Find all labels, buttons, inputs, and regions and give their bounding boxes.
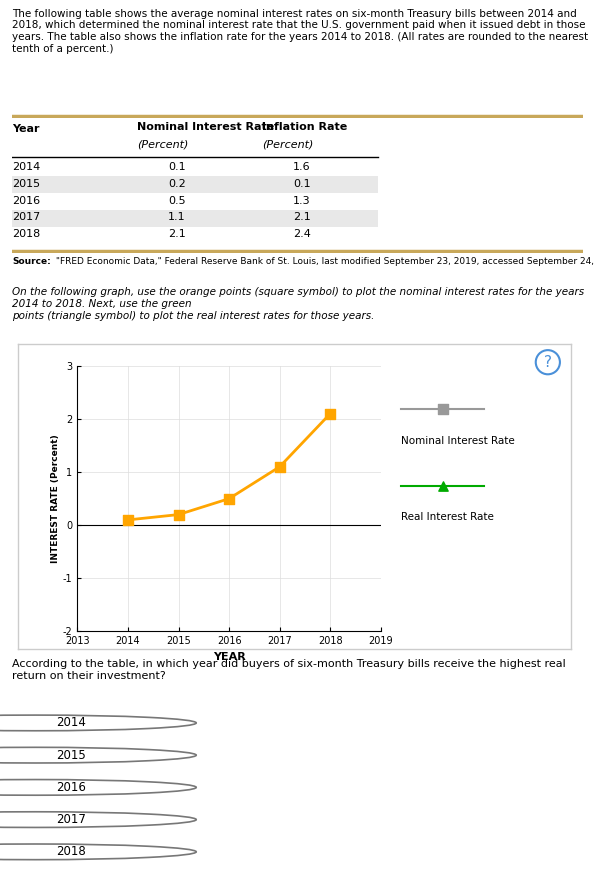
Text: 0.1: 0.1 bbox=[168, 162, 186, 172]
Text: ?: ? bbox=[544, 354, 552, 369]
Bar bbox=[12, 160, 378, 177]
Text: On the following graph, use the orange points (square symbol) to plot the nomina: On the following graph, use the orange p… bbox=[12, 287, 584, 321]
Text: 2017: 2017 bbox=[56, 814, 86, 826]
Text: 2018: 2018 bbox=[56, 846, 86, 858]
Bar bbox=[12, 210, 378, 226]
Bar bbox=[12, 177, 378, 193]
Text: 1.1: 1.1 bbox=[168, 213, 186, 222]
Text: 0.5: 0.5 bbox=[168, 196, 186, 206]
Point bbox=[438, 479, 447, 493]
Text: 2016: 2016 bbox=[56, 781, 86, 793]
Text: 2017: 2017 bbox=[12, 213, 40, 222]
Bar bbox=[12, 193, 378, 210]
Text: Real Interest Rate: Real Interest Rate bbox=[401, 512, 494, 523]
Text: 2.1: 2.1 bbox=[168, 229, 186, 239]
Point bbox=[325, 407, 335, 421]
Text: 2015: 2015 bbox=[12, 179, 40, 189]
Text: 0.1: 0.1 bbox=[293, 179, 311, 189]
Point bbox=[438, 402, 447, 416]
Text: 2016: 2016 bbox=[12, 196, 40, 206]
Text: Nominal Interest Rate: Nominal Interest Rate bbox=[137, 122, 274, 132]
Text: 2018: 2018 bbox=[12, 229, 40, 239]
Text: 2014: 2014 bbox=[12, 162, 40, 172]
Text: Inflation Rate: Inflation Rate bbox=[262, 122, 347, 132]
Text: Nominal Interest Rate: Nominal Interest Rate bbox=[401, 436, 515, 446]
Text: The following table shows the average nominal interest rates on six-month Treasu: The following table shows the average no… bbox=[12, 9, 588, 53]
Text: 2.4: 2.4 bbox=[293, 229, 311, 239]
Text: (Percent): (Percent) bbox=[137, 139, 188, 150]
Text: 2014: 2014 bbox=[56, 717, 86, 729]
Point bbox=[123, 513, 133, 527]
Point bbox=[224, 491, 234, 505]
Point bbox=[275, 460, 284, 474]
Point bbox=[174, 508, 183, 522]
Text: 1.3: 1.3 bbox=[293, 196, 311, 206]
Bar bbox=[12, 226, 378, 243]
Text: 2.1: 2.1 bbox=[293, 213, 311, 222]
Text: 1.6: 1.6 bbox=[293, 162, 311, 172]
X-axis label: YEAR: YEAR bbox=[212, 652, 246, 662]
Text: 0.2: 0.2 bbox=[168, 179, 186, 189]
Y-axis label: INTEREST RATE (Percent): INTEREST RATE (Percent) bbox=[51, 435, 60, 563]
Text: Source:: Source: bbox=[12, 257, 51, 266]
Text: Year: Year bbox=[12, 125, 39, 134]
Text: (Percent): (Percent) bbox=[262, 139, 313, 150]
Text: According to the table, in which year did buyers of six-month Treasury bills rec: According to the table, in which year di… bbox=[12, 659, 566, 681]
Text: "FRED Economic Data," Federal Reserve Bank of St. Louis, last modified September: "FRED Economic Data," Federal Reserve Ba… bbox=[53, 257, 595, 266]
Text: 2015: 2015 bbox=[56, 749, 86, 761]
